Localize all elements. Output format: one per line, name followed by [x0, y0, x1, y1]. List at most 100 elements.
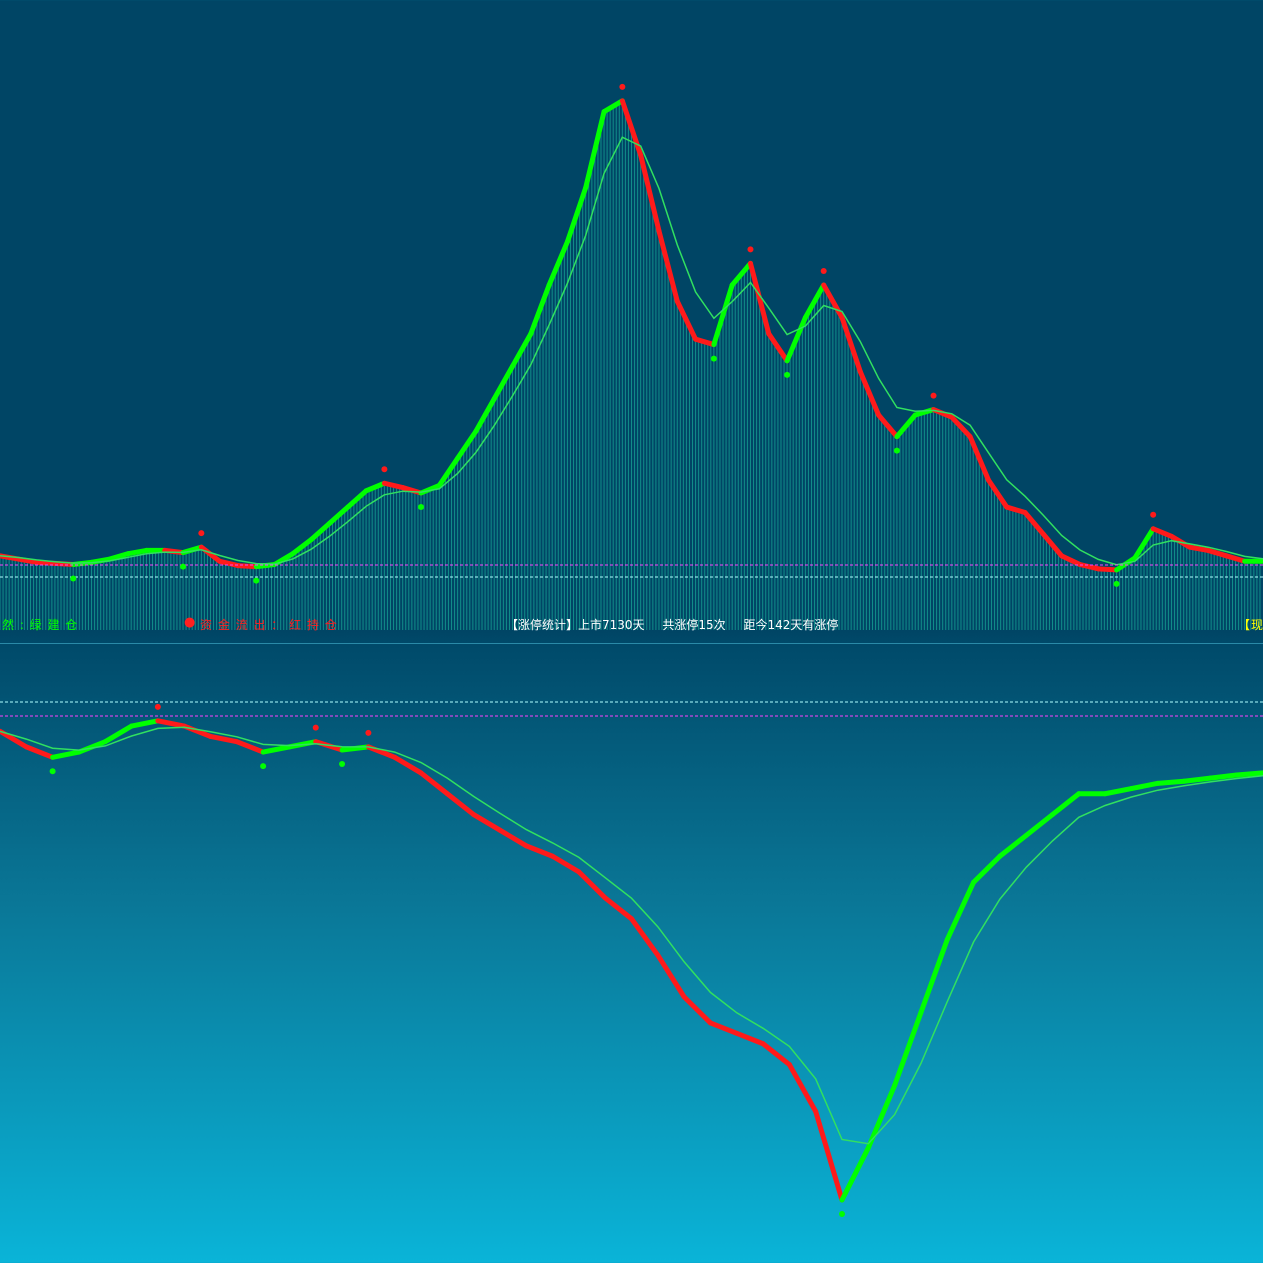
stats-title: 【涨停统计】上市7130天	[506, 618, 645, 632]
upper-price-segment	[1077, 562, 1101, 572]
lower-price-segment	[971, 853, 1003, 885]
upper-price-segment	[784, 315, 808, 364]
upper-price-segment	[1022, 510, 1046, 537]
legend-green-label: 然 : 绿 建 仓	[2, 618, 79, 632]
lower-price-segment	[1102, 786, 1134, 797]
lower-price-segment	[1181, 775, 1213, 784]
upper-price-segment	[802, 282, 827, 320]
stats-count: 共涨停15次	[662, 618, 726, 632]
lower-price-segment	[839, 1145, 871, 1203]
lower-price-segment	[734, 1030, 766, 1047]
lower-price-segment	[1234, 770, 1263, 778]
upper-price-segment	[583, 109, 607, 190]
lower-price-segment	[497, 827, 529, 849]
sell-dot	[619, 83, 626, 90]
upper-price-segment	[985, 477, 1010, 510]
lower-price-segment	[707, 1020, 740, 1036]
lower-price-segment	[23, 744, 56, 760]
lower-price-segment	[760, 1041, 792, 1068]
upper-price-lines	[0, 98, 1263, 573]
upper-price-segment	[747, 260, 772, 337]
buy-dot	[49, 768, 56, 775]
lower-slow-line	[0, 726, 1263, 1145]
buy-dot	[784, 371, 791, 378]
upper-price-segment	[235, 563, 259, 570]
upper-price-segment	[1132, 526, 1156, 561]
upper-price-segment	[564, 185, 589, 245]
upper-price-segment	[381, 480, 406, 491]
buy-dot	[839, 1211, 845, 1217]
buy-dot	[893, 447, 900, 454]
lower-price-segment	[997, 832, 1029, 859]
buy-dot	[339, 761, 346, 767]
upper-price-segment	[34, 559, 58, 566]
upper-price-segment	[326, 504, 351, 526]
upper-price-segment	[107, 551, 131, 562]
upper-price-segment	[711, 282, 735, 348]
buy-dot	[1113, 580, 1120, 587]
buy-dot	[253, 577, 260, 584]
lower-price-segment	[892, 1010, 924, 1088]
upper-price-segment	[894, 412, 918, 440]
stats-since: 距今142天有涨停	[743, 618, 839, 632]
sell-dot	[365, 729, 372, 736]
lower-price-segment	[471, 812, 503, 833]
sell-dot	[747, 246, 754, 253]
lower-price-segment	[1050, 791, 1082, 818]
upper-price-segment	[345, 488, 369, 510]
lower-price-segment	[0, 728, 29, 750]
signal-dots	[49, 83, 1157, 1217]
lower-price-segment	[629, 916, 661, 958]
upper-price-segment	[491, 363, 516, 402]
lower-price-segment	[155, 718, 187, 729]
lower-price-segment	[418, 770, 450, 797]
buy-dot	[418, 504, 424, 510]
lower-price-segment	[208, 733, 240, 745]
lower-price-segment	[655, 952, 687, 1000]
legend-red-dot-icon: ●	[184, 615, 197, 630]
upper-price-segment	[693, 336, 717, 348]
upper-price-segment	[1187, 544, 1211, 553]
lower-price-segment	[234, 739, 266, 755]
sell-dot	[930, 392, 937, 399]
upper-price-segment	[510, 331, 534, 369]
upper-price-segment	[546, 239, 570, 288]
lower-price-segment	[602, 895, 634, 922]
upper-price-segment	[876, 412, 900, 440]
upper-price-segment	[198, 544, 223, 564]
upper-price-segment	[473, 396, 497, 434]
sell-dot	[312, 724, 319, 731]
sell-dot	[381, 466, 388, 473]
upper-price-segment	[949, 414, 973, 440]
lower-price-segment	[129, 718, 161, 729]
upper-volume-bars	[0, 100, 1261, 630]
upper-price-segment	[1004, 504, 1028, 515]
lower-price-segment	[260, 744, 292, 755]
lower-price-segment	[1128, 780, 1161, 792]
lower-price-segment	[1023, 812, 1055, 838]
upper-price-segment	[601, 98, 625, 115]
buy-dot	[70, 575, 77, 582]
lower-price-segment	[786, 1062, 819, 1114]
lower-price-segment	[102, 723, 135, 745]
upper-price-segment	[967, 434, 991, 483]
upper-price-segment	[436, 455, 461, 488]
lower-price-segment	[813, 1108, 845, 1203]
upper-price-segment	[619, 98, 644, 158]
upper-price-segment	[125, 547, 149, 557]
upper-price-segment	[729, 260, 753, 288]
upper-price-segment	[290, 537, 314, 557]
buy-dot	[710, 355, 717, 362]
upper-price-segment	[1150, 526, 1174, 539]
lower-price-segment	[392, 754, 424, 776]
upper-price-segment	[1223, 553, 1248, 564]
reference-lines	[0, 564, 1263, 717]
upper-price-segment	[839, 315, 863, 375]
lower-price-segment	[1155, 778, 1187, 786]
lower-price-segment	[523, 843, 556, 859]
lower-price-segment	[865, 1082, 898, 1151]
sell-dot	[820, 268, 827, 274]
upper-price-segment	[1040, 531, 1065, 559]
lower-price-segment	[1207, 772, 1240, 781]
